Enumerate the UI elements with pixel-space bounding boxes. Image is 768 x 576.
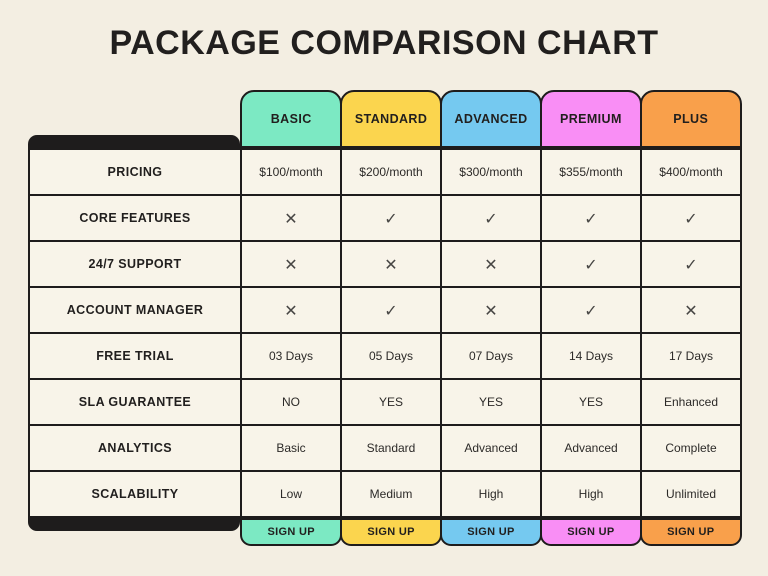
cell-free-trial-plus: 17 Days bbox=[640, 334, 740, 378]
cell-scalability-standard: Medium bbox=[340, 472, 440, 516]
cell-scalability-advanced: High bbox=[440, 472, 540, 516]
cell-core-features-standard check-icon: ✓ bbox=[340, 196, 440, 240]
cell-support-standard cross-icon: ✕ bbox=[340, 242, 440, 286]
table-row-core-features: CORE FEATURES ✕ ✓ ✓ ✓ ✓ bbox=[30, 196, 740, 242]
label-column-bottom-bar bbox=[28, 518, 240, 531]
cell-analytics-standard: Standard bbox=[340, 426, 440, 470]
cell-free-trial-advanced: 07 Days bbox=[440, 334, 540, 378]
label-column-footer bbox=[28, 518, 240, 531]
column-header-row: BASIC STANDARD ADVANCED PREMIUM PLUS bbox=[28, 90, 742, 148]
cell-pricing-advanced: $300/month bbox=[440, 150, 540, 194]
signup-button-standard[interactable]: SIGN UP bbox=[339, 518, 443, 546]
column-header-plus: PLUS bbox=[639, 90, 742, 148]
row-label-pricing: PRICING bbox=[107, 165, 163, 179]
cell-pricing-plus: $400/month bbox=[640, 150, 740, 194]
table-row-scalability: SCALABILITY Low Medium High High Unlimit… bbox=[30, 472, 740, 516]
cell-analytics-plus: Complete bbox=[640, 426, 740, 470]
label-column-top-bar bbox=[28, 135, 240, 148]
table-row-free-trial: FREE TRIAL 03 Days 05 Days 07 Days 14 Da… bbox=[30, 334, 740, 380]
cell-account-manager-basic cross-icon: ✕ bbox=[240, 288, 340, 332]
cell-account-manager-plus cross-icon: ✕ bbox=[640, 288, 740, 332]
table-row-account-manager: ACCOUNT MANAGER ✕ ✓ ✕ ✓ ✕ bbox=[30, 288, 740, 334]
cell-core-features-premium check-icon: ✓ bbox=[540, 196, 640, 240]
row-label-sla-guarantee: SLA GUARANTEE bbox=[78, 395, 192, 409]
cell-support-premium check-icon: ✓ bbox=[540, 242, 640, 286]
cell-free-trial-standard: 05 Days bbox=[340, 334, 440, 378]
column-header-premium: PREMIUM bbox=[539, 90, 643, 148]
cell-analytics-advanced: Advanced bbox=[440, 426, 540, 470]
signup-button-premium[interactable]: SIGN UP bbox=[539, 518, 643, 546]
cell-account-manager-premium check-icon: ✓ bbox=[540, 288, 640, 332]
signup-button-advanced[interactable]: SIGN UP bbox=[439, 518, 543, 546]
row-label-core-features: CORE FEATURES bbox=[79, 211, 191, 225]
table-row-analytics: ANALYTICS Basic Standard Advanced Advanc… bbox=[30, 426, 740, 472]
table-row-support: 24/7 SUPPORT ✕ ✕ ✕ ✓ ✓ bbox=[30, 242, 740, 288]
cell-core-features-basic cross-icon: ✕ bbox=[240, 196, 340, 240]
cell-sla-plus: Enhanced bbox=[640, 380, 740, 424]
signup-row: SIGN UP SIGN UP SIGN UP SIGN UP SIGN UP bbox=[28, 518, 742, 546]
row-label-account-manager: ACCOUNT MANAGER bbox=[66, 303, 204, 317]
signup-button-basic[interactable]: SIGN UP bbox=[240, 518, 343, 546]
cell-analytics-premium: Advanced bbox=[540, 426, 640, 470]
cell-core-features-plus check-icon: ✓ bbox=[640, 196, 740, 240]
column-header-advanced: ADVANCED bbox=[439, 90, 543, 148]
cell-free-trial-premium: 14 Days bbox=[540, 334, 640, 378]
cell-sla-advanced: YES bbox=[440, 380, 540, 424]
row-label-support: 24/7 SUPPORT bbox=[88, 257, 182, 271]
cell-core-features-advanced check-icon: ✓ bbox=[440, 196, 540, 240]
label-column-header bbox=[28, 135, 240, 148]
table-row-pricing: PRICING $100/month $200/month $300/month… bbox=[30, 150, 740, 196]
row-label-scalability: SCALABILITY bbox=[91, 487, 179, 501]
cell-pricing-standard: $200/month bbox=[340, 150, 440, 194]
cell-analytics-basic: Basic bbox=[240, 426, 340, 470]
cell-free-trial-basic: 03 Days bbox=[240, 334, 340, 378]
cell-account-manager-standard check-icon: ✓ bbox=[340, 288, 440, 332]
cell-scalability-basic: Low bbox=[240, 472, 340, 516]
cell-sla-standard: YES bbox=[340, 380, 440, 424]
cell-pricing-basic: $100/month bbox=[240, 150, 340, 194]
signup-button-plus[interactable]: SIGN UP bbox=[639, 518, 742, 546]
table-body: PRICING $100/month $200/month $300/month… bbox=[28, 148, 742, 518]
row-label-free-trial: FREE TRIAL bbox=[96, 349, 174, 363]
row-label-analytics: ANALYTICS bbox=[98, 441, 172, 455]
cell-scalability-plus: Unlimited bbox=[640, 472, 740, 516]
column-header-basic: BASIC bbox=[240, 90, 343, 148]
page-title: PACKAGE COMPARISON CHART bbox=[109, 24, 659, 62]
table-row-sla-guarantee: SLA GUARANTEE NO YES YES YES Enhanced bbox=[30, 380, 740, 426]
cell-support-basic cross-icon: ✕ bbox=[240, 242, 340, 286]
cell-support-advanced cross-icon: ✕ bbox=[440, 242, 540, 286]
column-header-standard: STANDARD bbox=[339, 90, 443, 148]
cell-account-manager-advanced cross-icon: ✕ bbox=[440, 288, 540, 332]
cell-sla-premium: YES bbox=[540, 380, 640, 424]
cell-sla-basic: NO bbox=[240, 380, 340, 424]
cell-pricing-premium: $355/month bbox=[540, 150, 640, 194]
cell-scalability-premium: High bbox=[540, 472, 640, 516]
cell-support-plus check-icon: ✓ bbox=[640, 242, 740, 286]
comparison-table: BASIC STANDARD ADVANCED PREMIUM PLUS PRI… bbox=[28, 90, 742, 546]
